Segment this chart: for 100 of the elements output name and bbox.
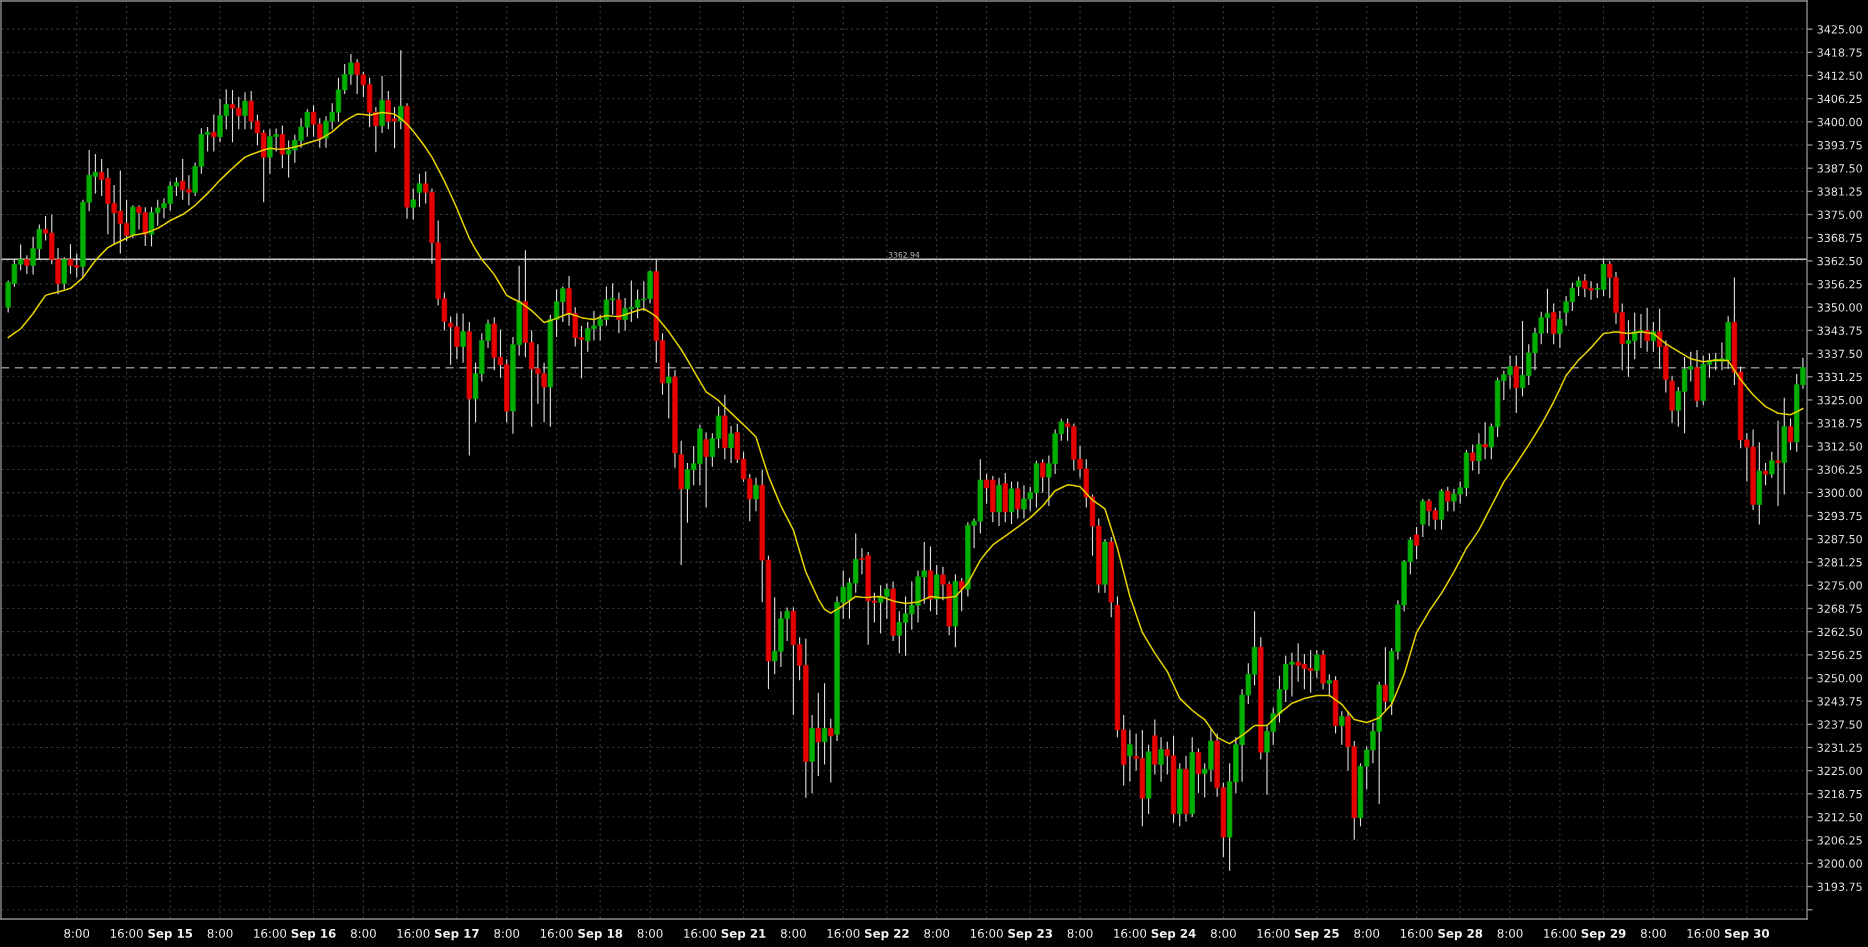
candlestick (1775, 420, 1781, 507)
y-tick-label: 3225.00 (1817, 766, 1862, 776)
y-tick-label: 3418.75 (1817, 48, 1862, 57)
candlestick (616, 291, 622, 334)
y-tick-label: 3425.00 (1817, 25, 1862, 34)
y-tick-label: 3325.00 (1817, 395, 1862, 405)
y-tick-label: 3393.75 (1817, 141, 1862, 150)
x-tick-label: 8:00 (924, 928, 950, 938)
candlestick (703, 431, 709, 509)
candlestick (24, 254, 30, 275)
candlestick (666, 362, 672, 420)
y-tick-label: 3206.25 (1817, 836, 1862, 845)
x-tick-label: 16:00 (397, 928, 430, 938)
candlestick (1650, 321, 1657, 353)
candlestick (1314, 649, 1320, 679)
x-tick-label: Sep 24 (1151, 928, 1196, 941)
candlestick (211, 113, 217, 153)
x-tick-label: Sep 21 (721, 928, 766, 941)
x-tick-label: Sep 22 (864, 928, 909, 941)
x-tick-label: 8:00 (637, 928, 663, 938)
x-tick-label: 16:00 (684, 928, 717, 938)
x-tick-label: Sep 16 (291, 928, 336, 941)
x-tick-label: 16:00 (1257, 928, 1290, 938)
candlestick (460, 312, 466, 364)
y-tick-label: 3337.50 (1817, 349, 1862, 358)
y-tick-label: 3243.75 (1817, 697, 1862, 706)
y-tick-label: 3212.50 (1817, 813, 1862, 822)
x-tick-label: 16:00 (110, 928, 143, 938)
candlestick (1445, 486, 1451, 512)
candlestick (1513, 354, 1519, 414)
y-tick-label: 3237.50 (1817, 720, 1862, 729)
y-tick-label: 3287.50 (1817, 534, 1862, 544)
y-tick-label: 3312.50 (1817, 442, 1862, 451)
y-tick-label: 3412.50 (1817, 71, 1862, 80)
y-tick-label: 3275.00 (1817, 581, 1862, 590)
candlestick (1339, 710, 1345, 746)
candlestick (753, 477, 759, 512)
y-tick-label: 3218.75 (1817, 789, 1862, 799)
x-tick-label: 16:00 (540, 928, 573, 938)
y-tick-label: 3281.25 (1817, 558, 1862, 567)
x-tick-label: 16:00 (1687, 928, 1720, 938)
y-tick-label: 3406.25 (1817, 94, 1862, 104)
x-tick-label: 16:00 (970, 928, 1003, 938)
candlestick (1382, 646, 1389, 712)
candlestick (728, 425, 734, 464)
x-tick-label: Sep 29 (1581, 928, 1626, 941)
y-tick-label: 3200.00 (1817, 859, 1862, 868)
candlestick (279, 125, 286, 169)
candlestick (410, 188, 416, 221)
y-tick-label: 3350.00 (1817, 303, 1862, 312)
x-tick-label: Sep 15 (148, 928, 193, 941)
y-tick-label: 3256.25 (1817, 650, 1862, 660)
x-tick-label: 16:00 (1114, 928, 1147, 938)
y-tick-label: 3318.75 (1817, 419, 1862, 428)
x-tick-label: 8:00 (207, 928, 233, 938)
y-tick-label: 3262.50 (1817, 627, 1862, 637)
y-tick-label: 3387.50 (1817, 164, 1862, 173)
y-tick-label: 3250.00 (1817, 673, 1862, 683)
candlestick (1644, 307, 1650, 353)
candlestick (1158, 736, 1164, 783)
candlestick (1762, 462, 1769, 486)
candlestick (1127, 729, 1133, 783)
y-tick-label: 3193.75 (1817, 882, 1862, 891)
candlestick (1551, 302, 1557, 345)
y-tick-label: 3400.00 (1817, 117, 1862, 127)
y-tick-label: 3293.75 (1817, 511, 1862, 521)
x-tick-label: 16:00 (827, 928, 860, 938)
candlestick (828, 718, 834, 784)
candlestick (1482, 421, 1488, 460)
candlestick (416, 173, 423, 208)
x-tick-label: 16:00 (1544, 928, 1577, 938)
y-tick-label: 3231.25 (1817, 743, 1862, 752)
candlestick (1326, 673, 1332, 698)
y-tick-label: 3375.00 (1817, 210, 1862, 219)
x-tick-label: 8:00 (1067, 928, 1093, 938)
candlestick (1575, 276, 1582, 297)
x-tick-label: Sep 28 (1438, 928, 1483, 941)
y-tick-label: 3306.25 (1817, 465, 1862, 474)
candlestick (1413, 526, 1420, 560)
x-tick-label: 8:00 (1640, 928, 1666, 938)
y-tick-label: 3343.75 (1817, 326, 1862, 335)
x-tick-label: Sep 18 (578, 928, 623, 941)
x-tick-label: 16:00 (254, 928, 287, 938)
x-tick-label: 8:00 (64, 928, 90, 938)
x-tick-label: 16:00 (1400, 928, 1433, 938)
x-tick-label: 8:00 (780, 928, 806, 938)
candlestick (821, 682, 828, 765)
x-tick-label: 8:00 (1210, 928, 1236, 938)
y-tick-label: 3331.25 (1817, 372, 1862, 382)
x-tick-label: 8:00 (1354, 928, 1380, 938)
y-tick-label: 3356.25 (1817, 280, 1862, 289)
candlestick (958, 577, 965, 612)
candlestick (1769, 451, 1775, 479)
y-tick-label: 3268.75 (1817, 604, 1862, 613)
y-tick-label: 3368.75 (1817, 233, 1862, 243)
x-tick-label: 8:00 (350, 928, 376, 938)
x-tick-label: Sep 30 (1724, 928, 1770, 941)
x-tick-label: 8:00 (1497, 928, 1523, 938)
x-tick-label: Sep 17 (434, 928, 479, 941)
y-tick-label: 3300.00 (1817, 488, 1862, 498)
